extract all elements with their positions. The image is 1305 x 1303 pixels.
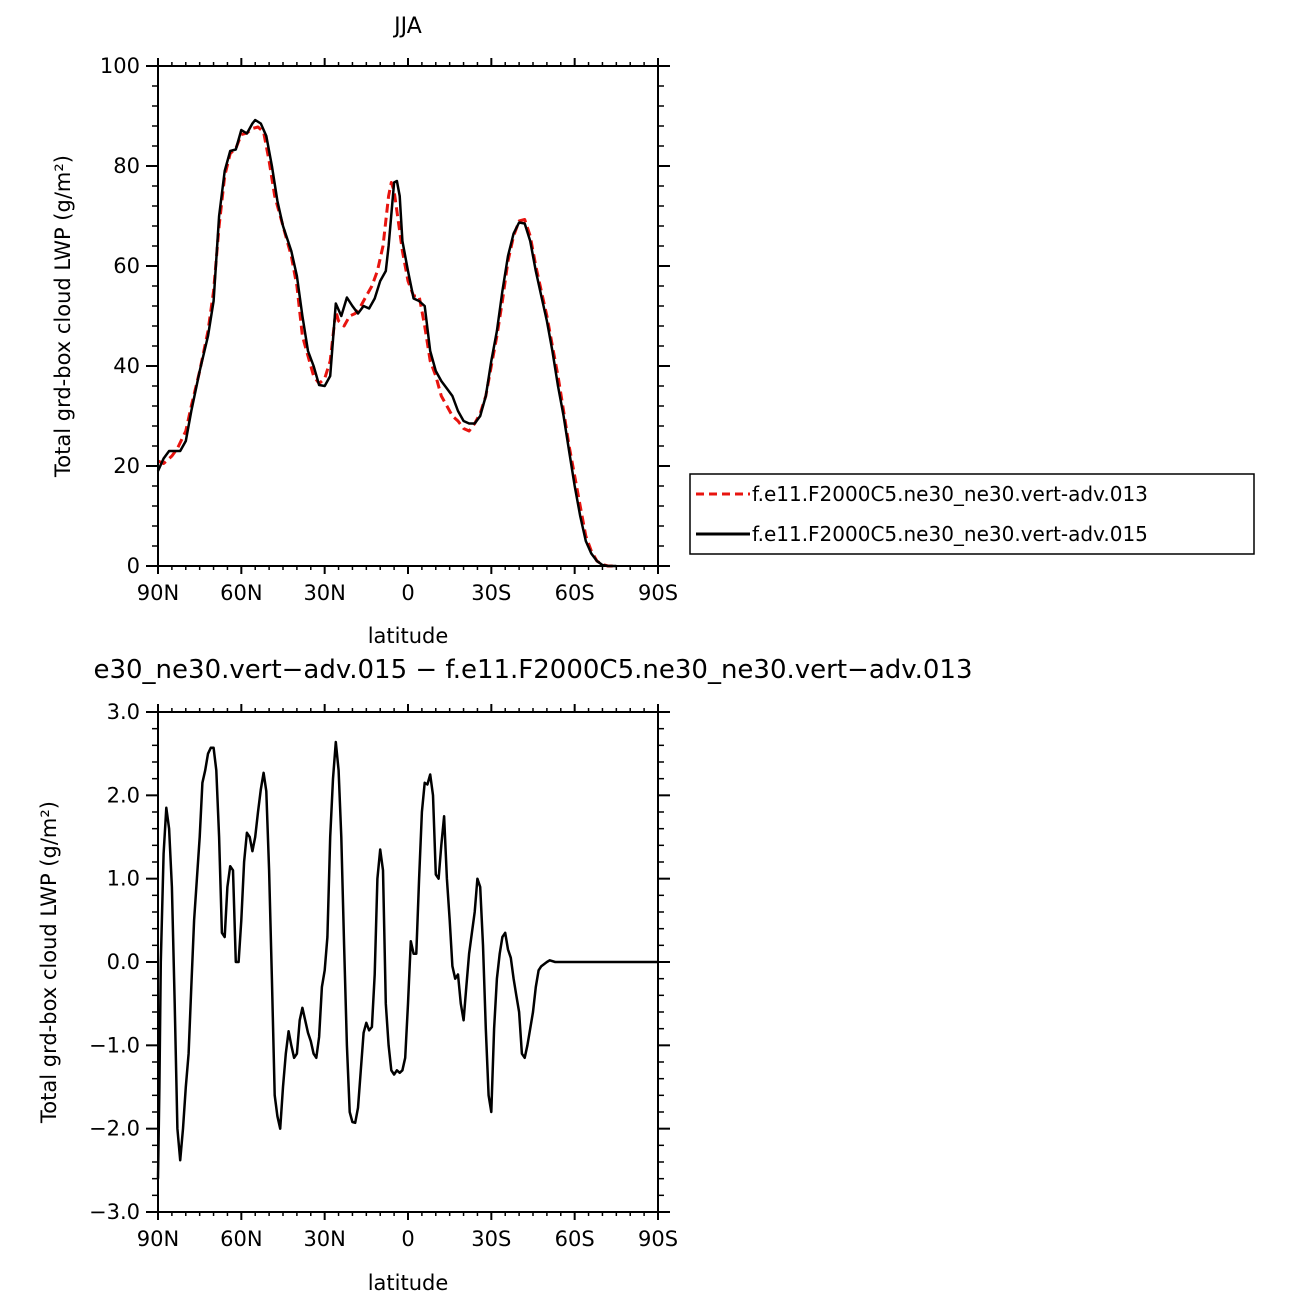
bottom-x-tick-label: 60S	[555, 1227, 595, 1251]
top-x-tick-label: 60S	[555, 581, 595, 605]
top-chart-frame	[157, 65, 659, 567]
top-y-tick-label: 40	[113, 354, 140, 378]
bottom-y-tick-label: −2.0	[89, 1117, 140, 1141]
top-chart-x-axis-label: latitude	[368, 624, 449, 648]
top-chart-panel: JJA 90N 60N 30N 0 30S 60S 90S 0 20 40 60 80 100 lati…	[51, 14, 1255, 648]
top-y-tick-label: 20	[113, 454, 140, 478]
bottom-chart-y-axis-label: Total grd-box cloud LWP (g/m²)	[37, 801, 61, 1124]
bottom-x-tick-label: 90S	[638, 1227, 678, 1251]
legend-box	[689, 473, 1255, 555]
top-chart-series	[156, 118, 617, 568]
bottom-x-tick-label: 60N	[220, 1227, 262, 1251]
top-series-line-0	[157, 125, 617, 568]
bottom-y-tick-label: 1.0	[107, 867, 140, 891]
legend: f.e11.F2000C5.ne30_ne30.vert-adv.013 f.e…	[689, 473, 1255, 555]
bottom-chart-x-axis-label: latitude	[368, 1271, 449, 1295]
top-chart-y-axis-label: Total grd-box cloud LWP (g/m²)	[51, 155, 75, 478]
top-y-tick-label: 80	[113, 154, 140, 178]
legend-label-015: f.e11.F2000C5.ne30_ne30.vert-adv.015	[752, 522, 1148, 546]
top-chart-title: JJA	[392, 14, 422, 39]
top-x-tick-label: 90N	[137, 581, 179, 605]
bottom-series-line-0	[156, 740, 658, 1179]
top-x-tick-label: 30S	[471, 581, 511, 605]
bottom-chart-panel: e30_ne30.vert−adv.015 − f.e11.F2000C5.ne…	[37, 655, 973, 1295]
top-x-tick-label: 90S	[638, 581, 678, 605]
bottom-y-tick-label: −1.0	[89, 1033, 140, 1057]
bottom-chart-tick-labels: 90N 60N 30N 0 30S 60S 90S −3.0 −2.0 −1.0 0.0 1.0 2.0…	[89, 700, 678, 1251]
bottom-y-tick-label: 0.0	[107, 950, 140, 974]
bottom-chart-title: e30_ne30.vert−adv.015 − f.e11.F2000C5.ne…	[93, 655, 972, 685]
legend-label-013: f.e11.F2000C5.ne30_ne30.vert-adv.013	[752, 482, 1148, 506]
bottom-x-tick-label: 90N	[137, 1227, 179, 1251]
top-y-tick-label: 60	[113, 254, 140, 278]
top-x-tick-label: 0	[401, 581, 414, 605]
top-y-tick-label: 0	[127, 554, 140, 578]
bottom-y-tick-label: −3.0	[89, 1200, 140, 1224]
bottom-y-tick-label: 2.0	[107, 783, 140, 807]
top-y-tick-label: 100	[100, 54, 140, 78]
bottom-x-tick-label: 0	[401, 1227, 414, 1251]
bottom-x-tick-label: 30S	[471, 1227, 511, 1251]
bottom-chart-frame	[157, 711, 659, 1213]
top-x-tick-label: 30N	[303, 581, 345, 605]
bottom-y-tick-label: 3.0	[107, 700, 140, 724]
bottom-x-tick-label: 30N	[303, 1227, 345, 1251]
top-chart-ticks	[146, 58, 670, 574]
top-series-line-1	[156, 118, 617, 568]
top-chart-tick-labels: 90N 60N 30N 0 30S 60S 90S 0 20 40 60 80 100	[100, 54, 678, 605]
bottom-chart-series	[156, 740, 658, 1179]
top-x-tick-label: 60N	[220, 581, 262, 605]
